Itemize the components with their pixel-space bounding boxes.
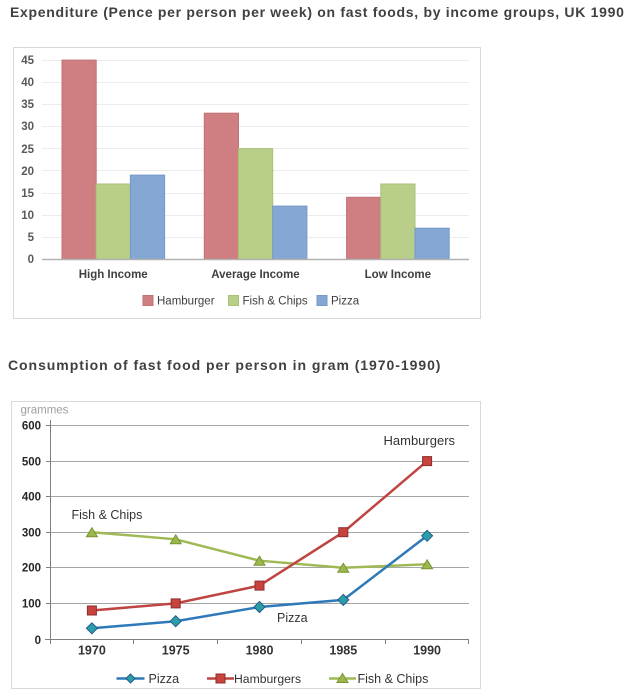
svg-text:0: 0: [28, 254, 34, 266]
svg-text:Average Income: Average Income: [211, 269, 299, 281]
svg-text:35: 35: [21, 99, 34, 111]
svg-text:Fish & Chips: Fish & Chips: [243, 296, 308, 308]
svg-text:0: 0: [35, 635, 41, 647]
svg-text:20: 20: [21, 166, 34, 178]
svg-text:1970: 1970: [78, 644, 106, 658]
svg-text:High Income: High Income: [79, 269, 148, 281]
svg-text:5: 5: [28, 232, 35, 244]
svg-text:500: 500: [22, 457, 41, 469]
svg-text:45: 45: [21, 55, 34, 67]
svg-text:40: 40: [21, 77, 34, 89]
svg-text:Fish & Chips: Fish & Chips: [72, 508, 143, 522]
svg-text:200: 200: [22, 563, 41, 575]
svg-text:grammes: grammes: [21, 405, 69, 417]
svg-text:15: 15: [21, 188, 34, 200]
svg-text:1990: 1990: [413, 644, 441, 658]
svg-text:Fish & Chips: Fish & Chips: [358, 672, 429, 686]
svg-text:100: 100: [22, 599, 41, 611]
svg-text:300: 300: [22, 528, 41, 540]
svg-text:1985: 1985: [329, 644, 357, 658]
svg-text:10: 10: [21, 210, 34, 222]
svg-text:600: 600: [22, 421, 41, 433]
svg-text:Pizza: Pizza: [331, 296, 360, 308]
svg-text:400: 400: [22, 492, 41, 504]
svg-text:Hamburger: Hamburger: [157, 296, 215, 308]
svg-text:Pizza: Pizza: [277, 611, 308, 625]
svg-text:1975: 1975: [162, 644, 190, 658]
svg-text:Hamburgers: Hamburgers: [384, 433, 456, 448]
svg-text:Pizza: Pizza: [149, 672, 180, 686]
svg-text:1980: 1980: [246, 644, 274, 658]
svg-text:Hamburgers: Hamburgers: [234, 672, 301, 686]
svg-text:30: 30: [21, 121, 34, 133]
svg-text:Low Income: Low Income: [365, 269, 431, 281]
svg-text:25: 25: [21, 144, 34, 156]
